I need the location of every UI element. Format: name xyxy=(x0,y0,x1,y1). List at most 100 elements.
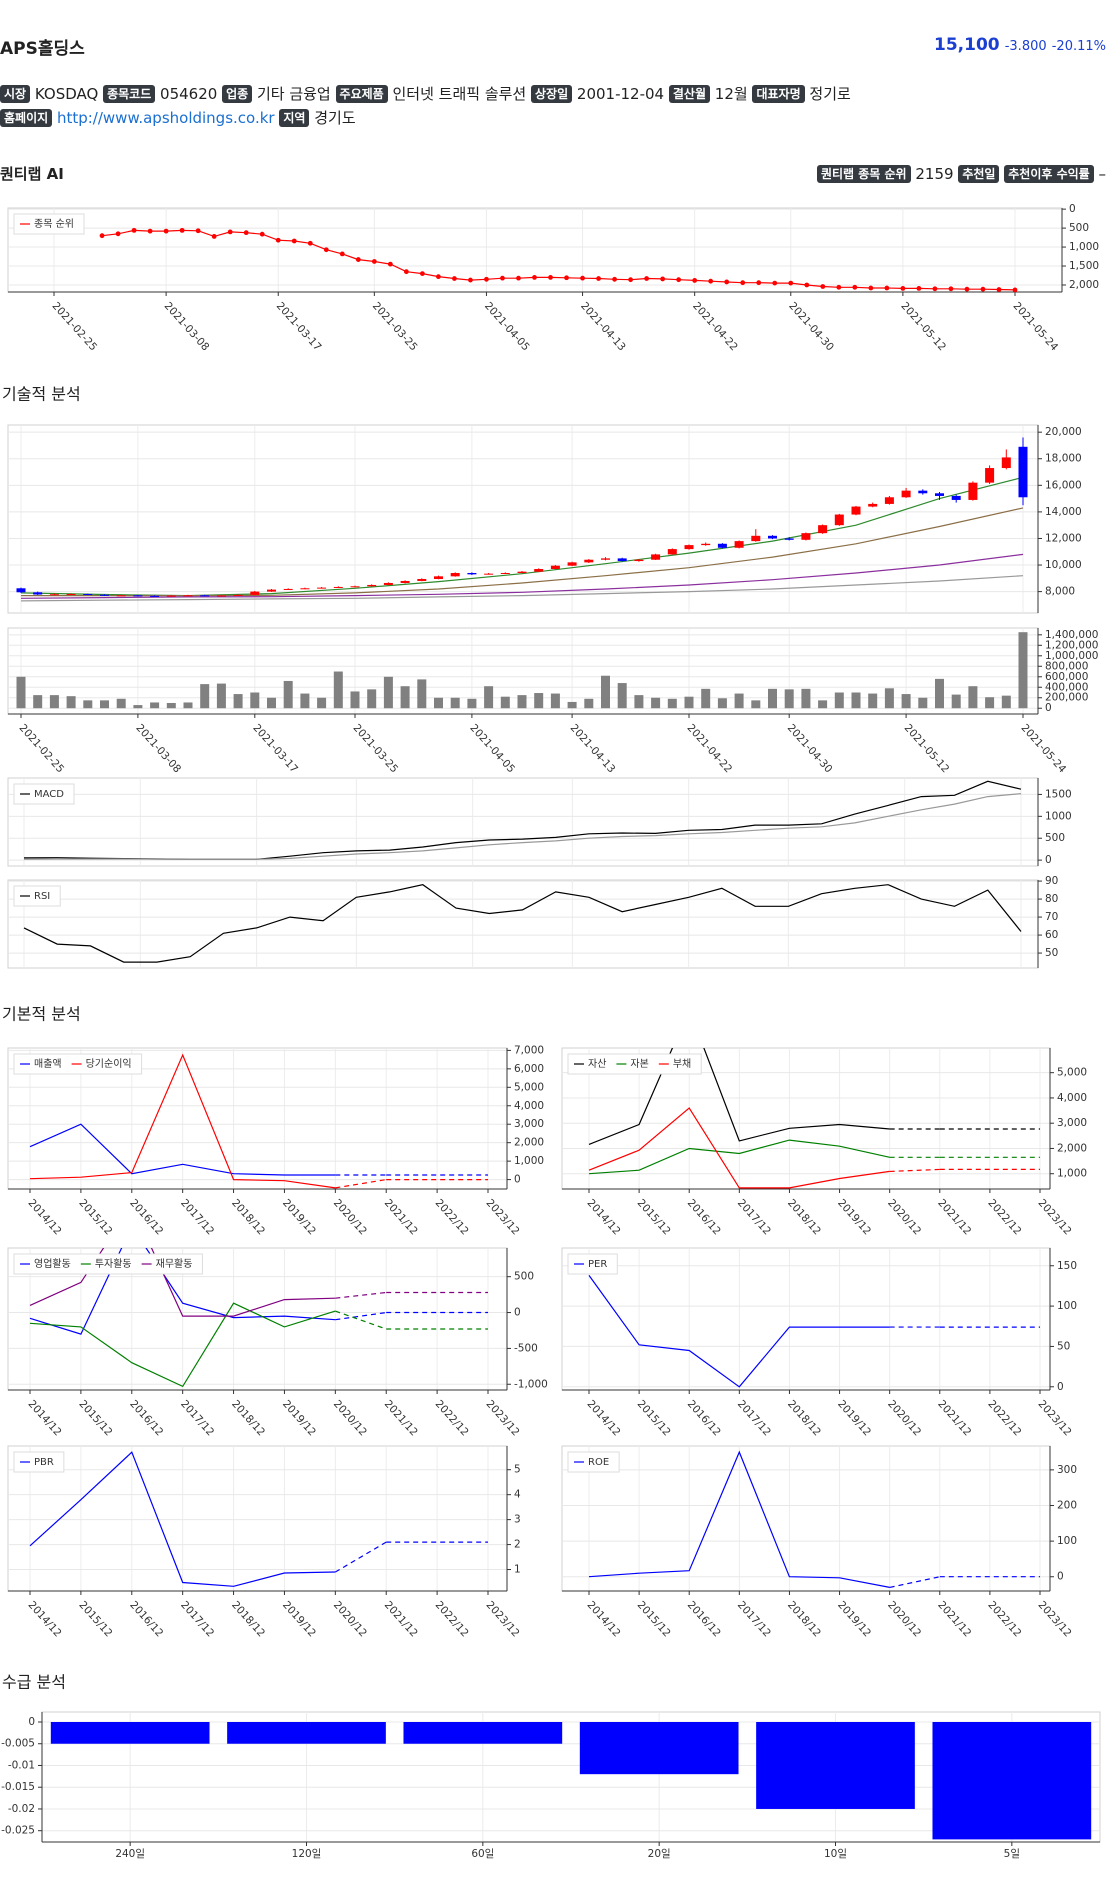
bar xyxy=(717,698,727,709)
candle-body xyxy=(667,549,677,555)
bar xyxy=(83,700,93,709)
y-tick-label: 1000 xyxy=(1045,810,1072,822)
series-line xyxy=(29,1248,336,1335)
y-tick-label: 3,000 xyxy=(514,1118,544,1130)
marker xyxy=(692,278,698,283)
x-tick-label: 2017/12 xyxy=(178,1599,216,1639)
x-tick-label: 2017/12 xyxy=(735,1197,773,1237)
marker xyxy=(772,280,778,286)
y-tick-label: 4,000 xyxy=(1057,1092,1087,1104)
marker xyxy=(756,280,762,286)
y-tick-label: 90 xyxy=(1045,875,1058,887)
bar xyxy=(333,671,343,709)
series-line xyxy=(29,1123,336,1176)
info-label: 주요제품 xyxy=(335,85,388,103)
x-tick-label: 2021-04-30 xyxy=(785,722,835,775)
bar xyxy=(985,697,995,709)
candle-body xyxy=(734,541,744,548)
y-tick-label: 20,000 xyxy=(1045,426,1082,438)
bar xyxy=(617,683,627,709)
y-tick-label: 1,400,000 xyxy=(1045,629,1098,641)
bar xyxy=(567,701,577,709)
bar xyxy=(450,697,460,709)
bar xyxy=(932,1722,1092,1840)
x-tick-label: 2018/12 xyxy=(785,1197,823,1237)
marker xyxy=(948,286,954,292)
legend-label: MACD xyxy=(34,789,64,800)
candle-body xyxy=(200,595,210,597)
x-tick-label: 2014/12 xyxy=(26,1599,64,1639)
info-label: 종목코드 xyxy=(103,85,156,103)
bar xyxy=(400,686,410,709)
x-tick-label: 2016/12 xyxy=(127,1599,165,1639)
x-tick-label: 2015/12 xyxy=(76,1398,114,1438)
y-tick-label: 150 xyxy=(1057,1260,1077,1272)
candle-body xyxy=(83,594,93,596)
legend-box xyxy=(13,213,85,235)
marker xyxy=(99,233,105,239)
bar xyxy=(233,694,243,709)
y-tick-label: 5 xyxy=(514,1464,521,1476)
legend-label: PER xyxy=(588,1259,607,1270)
x-tick-label: 2021-04-13 xyxy=(568,722,618,775)
price-change-pct: -20.11% xyxy=(1051,39,1106,54)
y-tick-label: 0 xyxy=(1045,854,1052,866)
legend-label: ROE xyxy=(588,1457,609,1468)
x-tick-label: 120일 xyxy=(292,1847,322,1860)
marker xyxy=(900,285,906,291)
price-change: -3.800 xyxy=(1004,39,1047,54)
x-tick-label: 2015/12 xyxy=(635,1398,673,1438)
bar xyxy=(350,691,360,709)
info-value: 2001-12-04 xyxy=(576,85,665,103)
x-tick-label: 2020/12 xyxy=(331,1398,369,1438)
y-tick-label: 50 xyxy=(1045,947,1058,959)
y-tick-label: 200 xyxy=(1057,1499,1077,1511)
homepage-link[interactable]: http://www.apsholdings.co.kr xyxy=(56,109,275,127)
ai-rank: 2159 xyxy=(915,165,954,183)
x-tick-label: 2023/12 xyxy=(1036,1398,1074,1438)
bar xyxy=(784,689,794,709)
legend-label: 재무활동 xyxy=(156,1257,193,1270)
x-tick-label: 240일 xyxy=(115,1847,145,1860)
marker xyxy=(580,275,585,281)
legend-box xyxy=(13,783,75,805)
y-tick-label: -0.02 xyxy=(8,1803,35,1815)
x-tick-label: 2022/12 xyxy=(433,1599,471,1639)
candle-body xyxy=(617,558,627,562)
plot-frame xyxy=(7,424,1039,614)
marker xyxy=(644,276,650,281)
bar xyxy=(50,1722,210,1744)
marker xyxy=(339,251,345,257)
candle-body xyxy=(784,538,794,540)
marker xyxy=(708,278,714,284)
info-value: 정기로 xyxy=(809,85,851,103)
marker xyxy=(676,277,682,283)
candle-body xyxy=(333,586,343,588)
candle-body xyxy=(350,586,360,588)
bar xyxy=(283,680,293,709)
forecast-connector xyxy=(889,1576,940,1589)
y-tick-label: 0 xyxy=(514,1307,521,1319)
x-tick-label: 2023/12 xyxy=(484,1599,522,1639)
x-tick-label: 2014/12 xyxy=(585,1599,623,1639)
legend-label: 매출액 xyxy=(34,1058,62,1070)
bar xyxy=(601,675,610,709)
candle-body xyxy=(383,582,393,585)
y-tick-label: -1,000 xyxy=(514,1378,548,1390)
info-row: 홈페이지 http://www.apsholdings.co.kr 지역 경기도 xyxy=(0,108,356,128)
bar xyxy=(851,692,861,709)
candle-body xyxy=(1001,457,1011,469)
candle-body xyxy=(584,559,594,563)
x-tick-label: 2021/12 xyxy=(382,1599,420,1639)
x-tick-label: 2019/12 xyxy=(280,1599,318,1639)
bar xyxy=(634,695,644,709)
candle-body xyxy=(33,592,43,595)
x-tick-label: 2016/12 xyxy=(127,1197,165,1237)
series-line xyxy=(588,1107,890,1189)
x-tick-label: 2023/12 xyxy=(1036,1599,1074,1639)
y-tick-label: 1,000 xyxy=(1057,1168,1087,1180)
legend-label: 부채 xyxy=(673,1058,691,1070)
x-tick-label: 2022/12 xyxy=(985,1398,1023,1438)
ma-line xyxy=(20,575,1024,602)
candle-body xyxy=(567,562,577,566)
